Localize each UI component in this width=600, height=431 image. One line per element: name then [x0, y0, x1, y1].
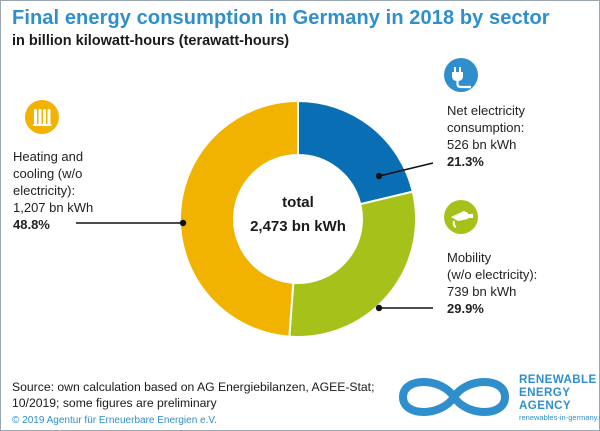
agency-url: renewables-in-germany.com [519, 413, 600, 422]
mobility-percent: 29.9% [447, 301, 484, 316]
chart-subtitle: in billion kilowatt-hours (terawatt-hour… [12, 33, 290, 49]
electric-plug-icon [444, 58, 478, 92]
electricity-leader [378, 162, 434, 177]
fuel-nozzle-icon [444, 200, 478, 234]
mobility-slice [288, 190, 417, 338]
center-total-value: 2,473 bn kWh [250, 218, 346, 235]
electricity-percent: 21.3% [447, 154, 484, 169]
electricity-slice [297, 99, 414, 206]
agency-logo-text: RENEWABLE ENERGY AGENCY [519, 373, 597, 413]
radiator-icon [25, 100, 59, 134]
heating-percent: 48.8% [13, 217, 50, 232]
leader-lines [76, 162, 434, 312]
heating-label: Heating and cooling (w/o electricity): 1… [13, 149, 94, 232]
electricity-label: Net electricity consumption: 526 bn kWh … [447, 103, 526, 169]
mobility-leader-dot [375, 304, 383, 312]
center-total-label: total [282, 194, 314, 211]
heating-leader-dot [179, 219, 187, 227]
mobility-label: Mobility (w/o electricity): 739 bn kWh 2… [447, 250, 538, 316]
copyright: © 2019 Agentur für Erneuerbare Energien … [12, 415, 217, 426]
electricity-leader-dot [375, 172, 383, 180]
chart-title: Final energy consumption in Germany in 2… [12, 7, 550, 29]
heating-slice [179, 99, 299, 338]
donut-slices [179, 99, 417, 338]
infinity-logo-icon [398, 378, 510, 416]
source-note: Source: own calculation based on AG Ener… [12, 380, 375, 410]
